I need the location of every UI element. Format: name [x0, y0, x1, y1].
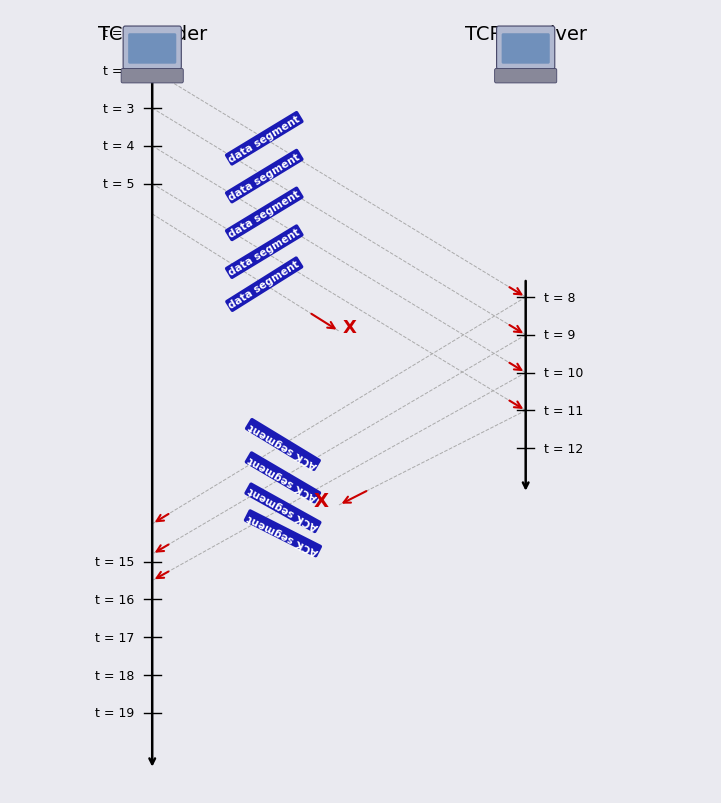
Text: data segment: data segment	[227, 152, 301, 202]
Text: TCP receiver: TCP receiver	[465, 26, 587, 44]
Text: t = 4: t = 4	[103, 141, 134, 153]
Text: t = 1: t = 1	[103, 27, 134, 40]
Text: ACK segment: ACK segment	[247, 485, 319, 532]
Text: t = 18: t = 18	[95, 669, 134, 682]
Text: TCP sender: TCP sender	[97, 26, 207, 44]
Text: t = 5: t = 5	[103, 178, 134, 191]
Text: X: X	[342, 319, 357, 336]
FancyBboxPatch shape	[495, 69, 557, 84]
FancyBboxPatch shape	[497, 27, 554, 70]
Text: ACK segment: ACK segment	[247, 420, 319, 470]
Text: t = 8: t = 8	[544, 291, 575, 304]
FancyBboxPatch shape	[121, 69, 183, 84]
Text: t = 12: t = 12	[544, 442, 583, 455]
Text: X: X	[314, 491, 329, 511]
Text: t = 3: t = 3	[103, 103, 134, 116]
Text: t = 16: t = 16	[95, 593, 134, 606]
Text: t = 17: t = 17	[95, 631, 134, 644]
Text: data segment: data segment	[227, 190, 301, 240]
Text: t = 9: t = 9	[544, 329, 575, 342]
FancyBboxPatch shape	[128, 35, 176, 64]
FancyBboxPatch shape	[123, 27, 181, 70]
Text: ACK segment: ACK segment	[247, 454, 319, 502]
Text: ACK segment: ACK segment	[246, 512, 320, 556]
Text: t = 10: t = 10	[544, 367, 583, 380]
FancyBboxPatch shape	[502, 35, 549, 64]
Text: data segment: data segment	[227, 259, 301, 311]
Text: t = 15: t = 15	[95, 556, 134, 569]
Text: t = 19: t = 19	[95, 707, 134, 719]
Text: t = 11: t = 11	[544, 405, 583, 418]
Text: t = 2: t = 2	[103, 65, 134, 78]
Text: data segment: data segment	[227, 227, 301, 278]
Text: data segment: data segment	[227, 114, 301, 165]
